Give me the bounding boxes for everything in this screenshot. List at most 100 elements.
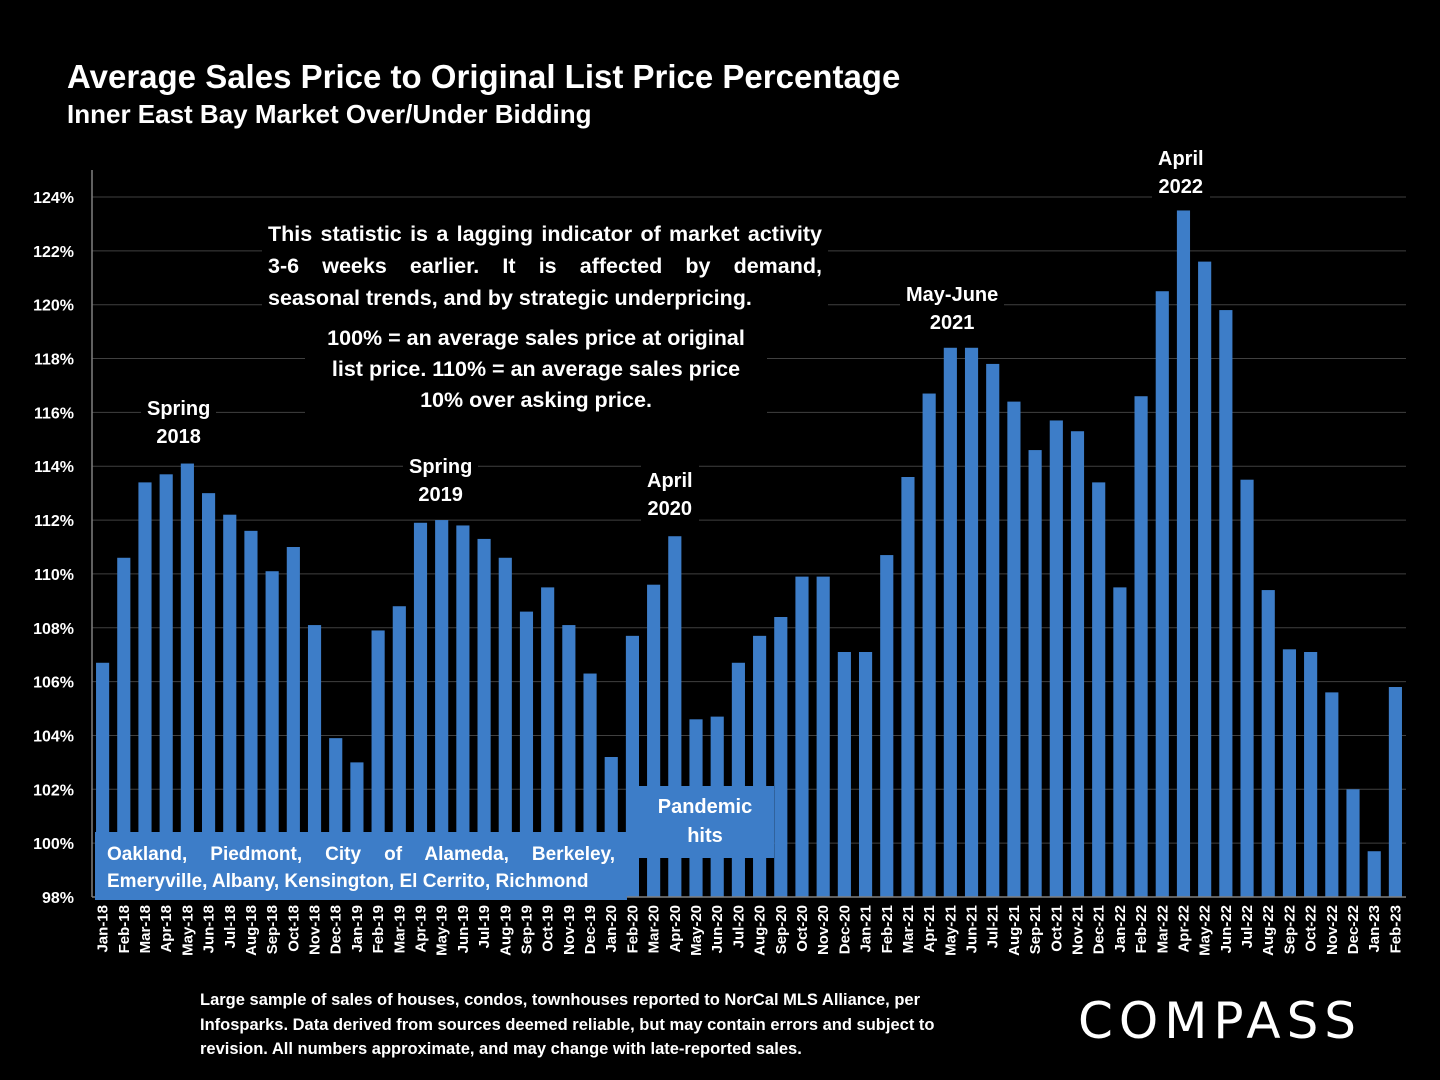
bar-aug-19 [498,557,512,897]
spring-2018-label-line2: 2018 [156,426,201,448]
x-tick-label: Sep-19 [518,905,535,954]
data-source-footnote: Large sample of sales of houses, condos,… [200,991,935,1058]
spring-2019-label-line2: 2019 [418,484,463,506]
lagging-indicator-note-main: This statistic is a lagging indicator of… [268,222,822,278]
april-2022-label: April 2022 [1152,143,1210,203]
bar-sep-22 [1282,649,1297,897]
x-tick-label: Nov-22 [1324,905,1341,955]
x-tick-label: Oct-21 [1048,905,1065,952]
x-tick-label: Dec-20 [836,905,853,954]
x-tick-label: Jan-23 [1366,905,1383,953]
bar-oct-19 [541,587,555,897]
x-tick-label: Feb-20 [624,905,641,953]
bar-jul-18 [223,514,237,897]
x-tick-label: May-18 [179,905,196,956]
y-tick-label: 124% [33,190,74,207]
chart-title: Average Sales Price to Original List Pri… [67,58,901,95]
y-tick-label: 122% [33,244,74,261]
bar-nov-19 [562,625,576,897]
bar-may-19 [435,520,449,897]
x-tick-label: Feb-21 [879,905,896,953]
x-tick-label: Apr-20 [667,905,684,953]
x-tick-label: Oct-22 [1303,905,1320,952]
bar-sep-19 [519,611,534,897]
bar-apr-18 [159,474,173,897]
y-tick-label: 106% [33,675,74,692]
x-tick-label: Oct-19 [540,905,557,952]
bar-nov-18 [307,625,322,897]
x-tick-label: Jun-20 [709,905,726,953]
pandemic-hits-box: Pandemic hits [636,786,774,858]
bar-oct-20 [795,576,809,897]
x-tick-label: Jan-21 [858,905,875,953]
bar-mar-18 [138,482,152,897]
y-tick-label: 114% [34,459,74,476]
bar-may-22 [1198,261,1212,898]
may-june-2021-label: May-June 2021 [900,279,1005,339]
bar-feb-18 [117,557,131,897]
bar-feb-19 [371,630,385,897]
spring-2019-label: Spring 2019 [403,451,479,511]
bar-feb-21 [880,555,894,897]
y-tick-label: 116% [34,405,74,422]
bar-nov-21 [1070,431,1085,897]
bar-jan-23 [1367,851,1381,897]
bar-aug-21 [1007,401,1021,897]
x-tick-label: Feb-23 [1387,905,1404,953]
pandemic-hits-line1: Pandemic [657,796,753,818]
april-2022-label-line1: April [1158,148,1204,170]
x-tick-label: Mar-19 [391,905,408,953]
y-tick-label: 102% [33,782,74,799]
x-tick-label: May-21 [942,905,959,956]
lagging-indicator-note-last-line: seasonal trends, and by strategic underp… [268,286,752,310]
x-tick-label: Nov-20 [815,905,832,955]
bar-jun-19 [456,525,470,897]
x-tick-label: Apr-21 [921,905,938,953]
y-axis-ticks: 98% 100% 102% 104% 106% 108% 110% 112% 114% 116% 1… [33,190,74,907]
lagging-indicator-note: This statistic is a lagging indicator of… [262,216,828,316]
x-tick-label: Apr-19 [413,905,430,953]
x-tick-label: Aug-18 [243,905,260,956]
x-tick-label: Apr-18 [158,905,175,953]
bar-mar-19 [392,606,406,897]
spring-2018-label-line1: Spring [147,398,211,420]
spring-2019-label-line1: Spring [409,456,473,478]
bar-sep-20 [774,617,788,897]
bar-apr-22 [1176,210,1191,897]
bar-may-21 [943,347,957,897]
x-tick-label: Jun-22 [1218,905,1235,953]
april-2020-label-line2: 2020 [647,498,693,520]
x-tick-label: Jan-22 [1112,905,1129,953]
bar-dec-22 [1346,789,1360,897]
bar-dec-21 [1092,482,1106,897]
bar-jun-22 [1219,310,1233,898]
x-tick-label: Jan-20 [603,905,620,953]
x-tick-label: Mar-22 [1154,905,1171,953]
x-tick-label: Jul-18 [222,905,239,948]
spring-2018-label: Spring 2018 [141,393,217,453]
x-tick-label: Nov-19 [561,905,578,955]
bar-jul-22 [1240,479,1254,897]
bar-jan-21 [858,652,873,897]
x-tick-label: Oct-20 [794,905,811,952]
pandemic-hits-line2: hits [687,825,723,847]
y-tick-label: 98% [42,890,74,907]
bar-nov-22 [1325,692,1339,897]
bar-oct-18 [286,547,300,897]
bar-jul-21 [986,363,1000,897]
x-tick-label: Feb-22 [1133,905,1150,953]
y-tick-label: 100% [33,836,74,853]
x-tick-label: May-22 [1197,905,1214,956]
bar-oct-21 [1049,420,1063,897]
x-tick-label: Sep-20 [773,905,790,954]
x-tick-label: May-20 [688,905,705,956]
april-2022-label-line2: 2022 [1158,176,1204,198]
bar-aug-22 [1261,590,1275,897]
may-june-2021-label-line2: 2021 [929,312,975,334]
y-tick-label: 120% [33,298,74,315]
bar-may-18 [180,463,194,897]
x-tick-label: Sep-22 [1281,905,1298,954]
x-tick-label: Jul-20 [730,905,747,948]
y-tick-label: 104% [33,728,74,745]
